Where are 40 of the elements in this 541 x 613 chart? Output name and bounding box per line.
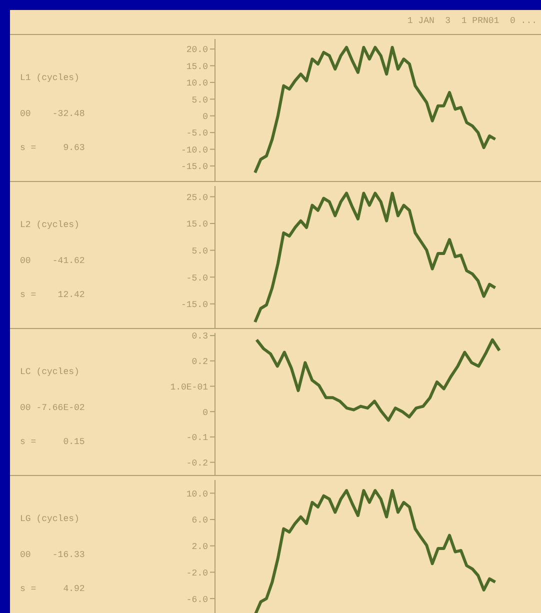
y-axis-title: L1 (cycles) xyxy=(20,73,80,83)
y-tick-label: -15.0 xyxy=(180,162,208,172)
y-tick-label: -15.0 xyxy=(180,300,208,310)
y-tick-label: -0.1 xyxy=(186,433,208,444)
y-tick-label: -6.0 xyxy=(186,594,208,605)
y-axis-title: LC (cycles) xyxy=(20,367,80,377)
y-tick-label: -10.0 xyxy=(180,145,208,156)
y-tick-label: -5.0 xyxy=(186,273,208,284)
y-axis-title: LG (cycles) xyxy=(20,514,80,524)
y-tick-label: 15.0 xyxy=(186,220,208,230)
y-tick-label: -5.0 xyxy=(186,128,208,139)
y-tick-label: 10.0 xyxy=(186,78,208,89)
y-tick-label: 0 xyxy=(202,112,208,122)
y-tick-label: 2.0 xyxy=(192,542,208,552)
text: s = 0.15 xyxy=(20,437,85,447)
y-tick-label: 1.0E-01 xyxy=(170,382,208,392)
line-series xyxy=(255,338,501,422)
text: 00 -16.33 xyxy=(20,550,85,560)
line-series xyxy=(254,46,497,174)
y-tick-label: 20.0 xyxy=(186,45,208,56)
chart-title: 1 JAN 3 1 PRN01 0 ... xyxy=(407,16,537,26)
y-tick-label: 0.2 xyxy=(192,357,208,368)
y-axis-title: L2 (cycles) xyxy=(20,220,80,230)
y-tick-label: 0 xyxy=(202,408,208,418)
y-tick-label: -0.2 xyxy=(186,458,208,469)
y-tick-label: 15.0 xyxy=(186,62,208,72)
text: s = 12.42 xyxy=(20,290,85,300)
y-tick-label: 5.0 xyxy=(192,95,208,106)
text: 00 -7.66E-02 xyxy=(20,403,85,413)
text: 00 -41.62 xyxy=(20,256,85,266)
text: 00 -32.48 xyxy=(20,109,85,119)
y-tick-label: 0.3 xyxy=(192,332,208,342)
y-tick-label: 10.0 xyxy=(186,489,208,500)
text: s = 9.63 xyxy=(20,143,85,153)
y-tick-label: 5.0 xyxy=(192,246,208,256)
y-tick-label: -2.0 xyxy=(186,568,208,578)
text: s = 4.92 xyxy=(20,584,85,594)
line-series xyxy=(254,192,497,324)
y-tick-label: 25.0 xyxy=(186,192,208,203)
y-tick-label: 6.0 xyxy=(192,516,208,526)
